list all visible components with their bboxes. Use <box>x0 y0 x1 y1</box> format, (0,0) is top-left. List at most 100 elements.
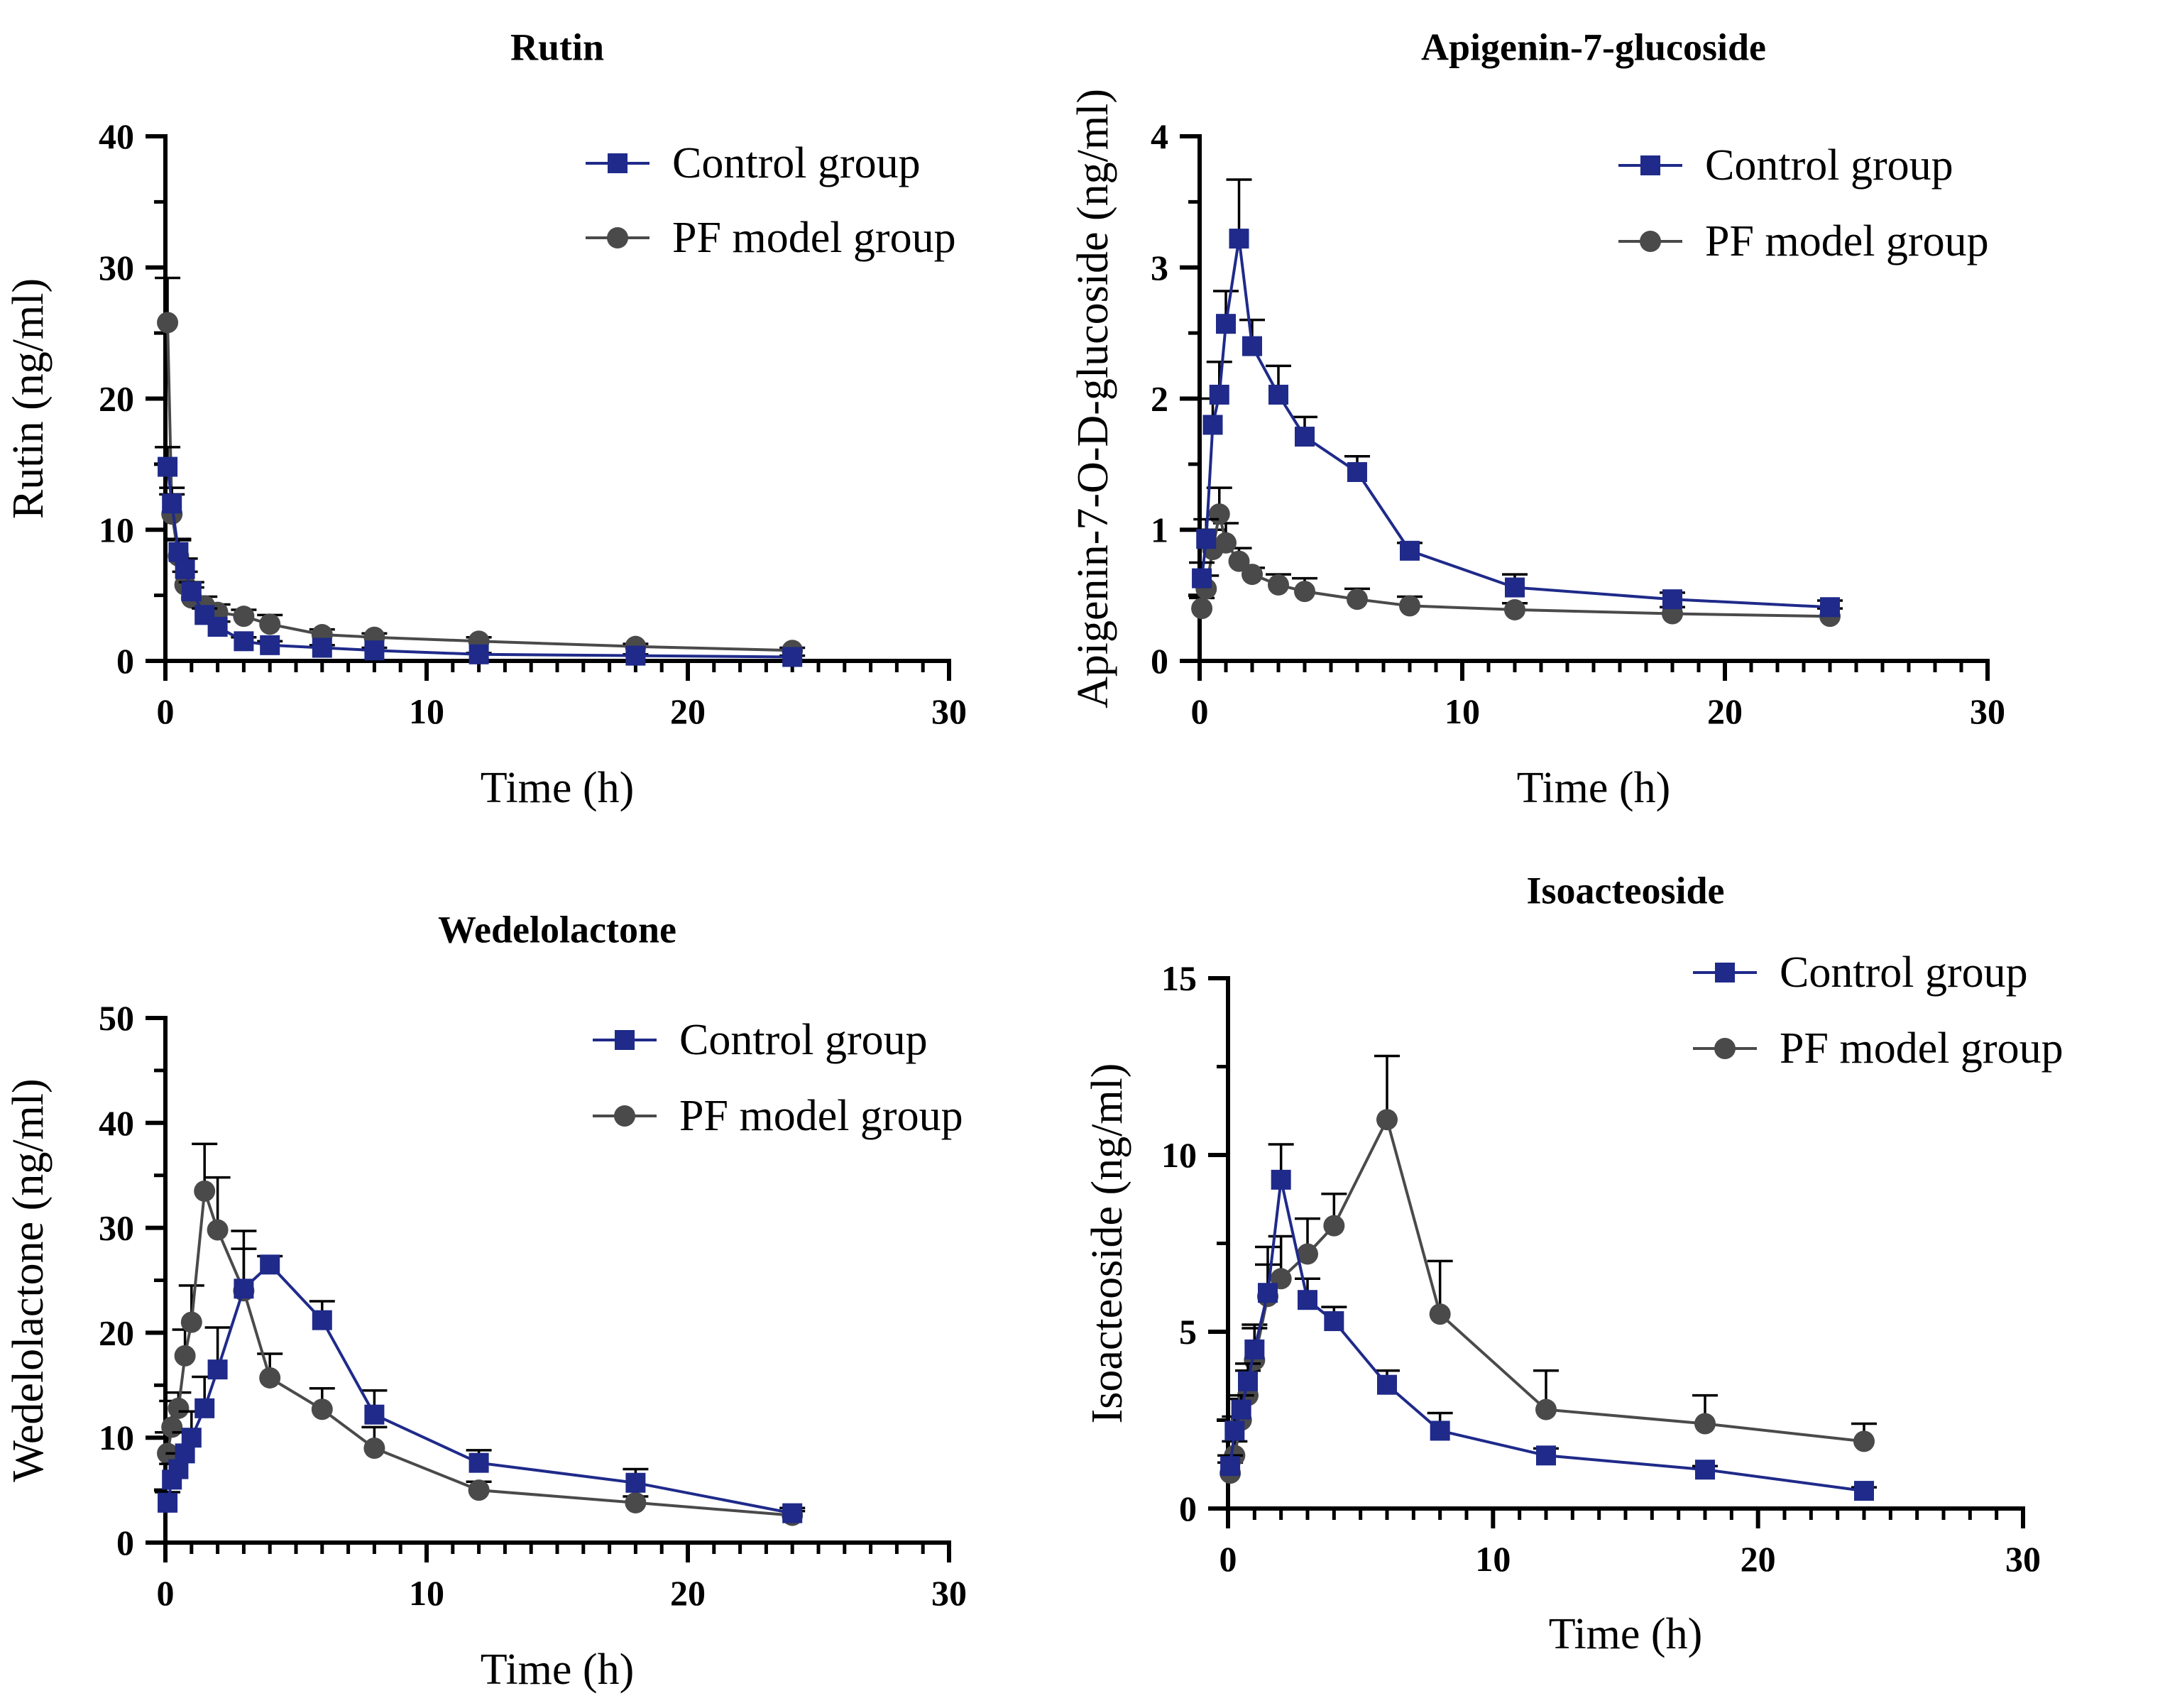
legend-marker-circle <box>1714 1038 1736 1059</box>
data-point-square <box>1400 540 1420 561</box>
y-tick-label: 15 <box>1161 958 1197 998</box>
data-point-square <box>194 1398 215 1418</box>
data-point-square <box>1820 597 1840 618</box>
data-point-square <box>1192 568 1212 589</box>
data-point-square <box>158 456 178 477</box>
data-point-square <box>782 1503 803 1523</box>
data-point-square <box>175 559 195 579</box>
data-point-circle <box>1535 1398 1557 1420</box>
x-tick-label: 0 <box>157 1573 175 1613</box>
y-tick-label: 0 <box>116 1523 134 1562</box>
chart-title: Rutin <box>510 26 604 68</box>
data-point-circle <box>1208 503 1230 525</box>
y-tick-label: 40 <box>99 116 134 156</box>
data-point-square <box>162 493 182 514</box>
x-tick-label: 20 <box>1707 691 1743 731</box>
data-point-square <box>625 1472 646 1493</box>
data-point-square <box>1662 589 1682 610</box>
data-point-square <box>1244 1339 1265 1359</box>
x-tick-label: 30 <box>1970 691 2005 731</box>
data-point-square <box>1536 1445 1556 1466</box>
legend-marker-circle <box>614 1105 635 1127</box>
legend-item: Control group <box>1618 141 1953 190</box>
x-tick-label: 20 <box>670 1573 706 1613</box>
legend-marker-square <box>1640 155 1660 175</box>
data-point-circle <box>625 1491 647 1513</box>
x-axis-label: Time (h) <box>481 764 634 812</box>
data-point-square <box>1271 1169 1291 1190</box>
data-point-square <box>1347 461 1367 482</box>
x-tick-label: 10 <box>409 1573 444 1613</box>
data-point-circle <box>194 1180 216 1202</box>
data-point-circle <box>259 1367 281 1389</box>
data-point-square <box>1202 415 1223 435</box>
data-point-square <box>181 1428 202 1448</box>
data-point-square <box>1224 1420 1245 1441</box>
y-tick-label: 0 <box>1151 641 1168 681</box>
y-tick-label: 30 <box>99 248 134 288</box>
y-tick-label: 0 <box>1179 1489 1197 1528</box>
x-tick-label: 10 <box>1475 1539 1511 1579</box>
legend-item: PF model group <box>593 1092 963 1140</box>
x-axis-label: Time (h) <box>1517 764 1670 812</box>
data-point-square <box>1196 529 1217 549</box>
data-point-square <box>1258 1283 1278 1303</box>
series-control-group <box>155 446 806 667</box>
y-tick-label: 4 <box>1151 116 1168 156</box>
x-tick-label: 30 <box>931 691 967 731</box>
data-point-square <box>1242 336 1262 356</box>
data-point-square <box>1377 1374 1397 1395</box>
data-point-square <box>1324 1311 1344 1332</box>
legend-item: PF model group <box>586 214 956 262</box>
data-point-square <box>234 631 254 652</box>
legend-item: PF model group <box>1693 1024 2063 1073</box>
series-line <box>166 1262 793 1515</box>
data-point-circle <box>1399 595 1420 617</box>
legend-item: Control group <box>1693 948 2028 997</box>
y-tick-label: 5 <box>1179 1312 1197 1352</box>
data-point-square <box>1216 314 1236 334</box>
data-point-square <box>468 1452 489 1473</box>
y-tick-label: 30 <box>99 1208 134 1248</box>
data-point-square <box>782 647 803 667</box>
data-point-square <box>207 616 228 637</box>
data-point-square <box>168 542 189 562</box>
data-point-circle <box>1228 550 1250 572</box>
legend-marker-square <box>1715 963 1735 982</box>
data-point-square <box>1505 577 1525 598</box>
chart-panel-1: Rutin 0 10 20 30 0 10 20 30 40 Time (h) Rutin (ng/m… <box>4 26 967 812</box>
data-point-square <box>1231 1399 1251 1420</box>
legend-label: Control group <box>679 1016 928 1064</box>
series-line <box>1200 238 1831 609</box>
legend-label: PF model group <box>679 1092 963 1140</box>
y-tick-label: 50 <box>99 998 134 1038</box>
series-control-group <box>155 1230 806 1523</box>
y-axis-label: Apigenin-7-O-D-glucoside (ng/ml) <box>1069 89 1117 708</box>
legend-marker-square <box>608 153 627 173</box>
data-point-circle <box>259 613 281 635</box>
data-point-circle <box>207 1219 229 1241</box>
x-tick-label: 20 <box>1741 1539 1776 1579</box>
data-point-circle <box>1347 589 1368 611</box>
data-point-circle <box>468 1479 490 1501</box>
legend-label: Control group <box>672 139 921 187</box>
x-tick-label: 10 <box>1445 691 1480 731</box>
data-point-square <box>260 1254 280 1275</box>
data-point-circle <box>1376 1109 1398 1131</box>
data-point-circle <box>363 1437 385 1459</box>
y-axis-label: Rutin (ng/ml) <box>4 278 53 519</box>
y-tick-label: 10 <box>99 1418 134 1457</box>
data-point-square <box>1430 1420 1450 1441</box>
data-point-square <box>207 1359 228 1380</box>
data-point-square <box>468 644 489 664</box>
chart-panel-3: Wedelolactone 0 10 20 30 0 10 20 30 40 50 Time (h) W… <box>4 908 967 1694</box>
legend-label: PF model group <box>1780 1024 2063 1073</box>
data-point-square <box>1854 1481 1874 1501</box>
chart-title: Isoacteoside <box>1527 869 1725 912</box>
x-tick-label: 0 <box>1219 1539 1237 1579</box>
data-point-circle <box>180 1311 202 1333</box>
y-tick-label: 20 <box>99 379 134 419</box>
series-control-group <box>1217 1143 1877 1501</box>
data-point-square <box>1295 427 1315 447</box>
x-tick-label: 0 <box>1191 691 1209 731</box>
